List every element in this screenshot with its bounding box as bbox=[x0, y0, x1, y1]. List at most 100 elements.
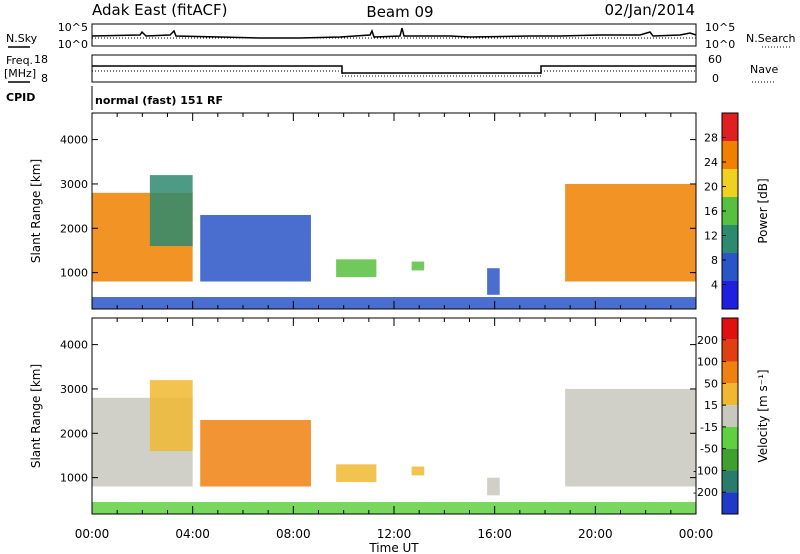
colorbar-tick-power-5: 24 bbox=[704, 156, 718, 169]
power-yticks: 1000 2000 3000 4000 bbox=[60, 134, 696, 280]
freq-line bbox=[92, 65, 696, 74]
colorbar-tick-velocity-6: -100 bbox=[693, 464, 718, 477]
radar-title: Adak East (fitACF) bbox=[92, 1, 227, 19]
data-region-velocity-1 bbox=[149, 380, 193, 452]
colorbar-seg-velocity-2 bbox=[722, 361, 738, 384]
x-tick-label-5: 20:00 bbox=[578, 527, 613, 541]
velocity-xticks bbox=[91, 318, 697, 514]
data-region-power-2 bbox=[200, 214, 311, 282]
x-axis-label: Time UT bbox=[368, 541, 419, 554]
noise-left-tick-top: 10^5 bbox=[58, 21, 88, 34]
data-region-velocity-2 bbox=[200, 419, 311, 487]
colorbar-tick-power-6: 28 bbox=[704, 132, 718, 145]
power-xticks bbox=[91, 113, 697, 309]
colorbar-seg-velocity-5 bbox=[722, 426, 738, 449]
date-title: 02/Jan/2014 bbox=[605, 1, 696, 19]
colorbar-tick-velocity-4: -15 bbox=[700, 421, 718, 434]
y-tick-label-power-1: 2000 bbox=[60, 222, 88, 235]
noise-left-tick-bottom: 10^0 bbox=[58, 38, 88, 51]
freq-right-label: Nave bbox=[750, 63, 778, 76]
colorbar-seg-velocity-4 bbox=[722, 405, 738, 427]
y-tick-label-power-2: 3000 bbox=[60, 178, 88, 191]
noise-right-tick-bottom: 10^0 bbox=[705, 38, 735, 51]
noise-right-tick-top: 10^5 bbox=[705, 21, 735, 34]
colorbar-seg-velocity-0 bbox=[722, 318, 738, 340]
noise-left-label: N.Sky bbox=[6, 32, 38, 45]
x-tick-label-6: 00:00 bbox=[679, 527, 714, 541]
colorbar-seg-velocity-1 bbox=[722, 339, 738, 362]
power-data bbox=[92, 175, 696, 309]
data-region-power-1 bbox=[149, 175, 193, 247]
colorbar-seg-power-5 bbox=[722, 253, 738, 281]
freq-left-label-1: Freq. bbox=[6, 54, 33, 67]
x-tick-label-1: 04:00 bbox=[175, 527, 210, 541]
x-tick-labels: 00:00 04:00 08:00 12:00 16:00 20:00 00:00 bbox=[75, 527, 714, 541]
colorbar-frame-velocity bbox=[721, 317, 739, 515]
x-tick-label-3: 12:00 bbox=[377, 527, 412, 541]
colorbar-tick-velocity-0: 200 bbox=[697, 334, 718, 347]
velocity-ylabel: Slant Range [km] bbox=[29, 364, 43, 468]
colorbar-tick-power-3: 16 bbox=[704, 205, 718, 218]
colorbar-tick-velocity-3: 15 bbox=[704, 399, 718, 412]
freq-panel: Freq. [MHz] 18 8 60 0 Nave bbox=[4, 53, 778, 85]
beam-title: Beam 09 bbox=[366, 3, 433, 21]
colorbar-tick-power-2: 12 bbox=[704, 230, 718, 243]
y-tick-label-velocity-0: 1000 bbox=[60, 472, 88, 485]
data-region-velocity-3 bbox=[336, 464, 377, 483]
y-tick-label-velocity-3: 4000 bbox=[60, 339, 88, 352]
data-region-power-4 bbox=[411, 261, 425, 271]
cpid-panel: CPID normal (fast) 151 RF bbox=[6, 86, 223, 110]
power-colorbar: 4 8 12 16 20 24 28 bbox=[704, 112, 739, 310]
y-tick-label-power-3: 4000 bbox=[60, 134, 88, 147]
noise-right-label: N.Search bbox=[746, 32, 796, 45]
colorbar-seg-velocity-3 bbox=[722, 383, 738, 406]
data-region-power-6 bbox=[565, 183, 696, 282]
y-tick-label-velocity-1: 2000 bbox=[60, 427, 88, 440]
nave-line bbox=[92, 70, 696, 77]
colorbar-tick-velocity-5: -50 bbox=[700, 443, 718, 456]
power-ylabel: Slant Range [km] bbox=[29, 159, 43, 263]
cpid-text: normal (fast) 151 RF bbox=[95, 94, 223, 107]
freq-left-tick-bottom: 8 bbox=[41, 72, 48, 85]
colorbar-seg-power-3 bbox=[722, 197, 738, 225]
data-region-power-3 bbox=[336, 259, 377, 278]
freq-left-tick-top: 18 bbox=[34, 53, 48, 66]
colorbar-tick-velocity-2: 50 bbox=[704, 377, 718, 390]
colorbar-seg-velocity-6 bbox=[722, 448, 738, 471]
velocity-colorbar: 200 100 50 15 -15 -50 -100 -200 bbox=[693, 317, 739, 515]
colorbar-seg-power-4 bbox=[722, 225, 738, 253]
x-tick-label-4: 16:00 bbox=[477, 527, 512, 541]
colorbar-seg-power-0 bbox=[722, 113, 738, 141]
data-region-power-5 bbox=[487, 268, 500, 295]
colorbar-tick-velocity-1: 100 bbox=[697, 356, 718, 369]
colorbar-tick-velocity-7: -200 bbox=[693, 486, 718, 499]
data-region-velocity-5 bbox=[487, 477, 500, 496]
colorbar-tick-power-1: 8 bbox=[711, 254, 718, 267]
y-tick-label-velocity-2: 3000 bbox=[60, 383, 88, 396]
colorbar-tick-power-0: 4 bbox=[711, 279, 718, 292]
colorbar-seg-power-6 bbox=[722, 281, 738, 309]
freq-right-tick-bottom: 0 bbox=[712, 72, 719, 85]
data-region-velocity-4 bbox=[411, 466, 425, 476]
freq-frame bbox=[91, 54, 697, 83]
velocity-yticks: 1000 2000 3000 4000 bbox=[60, 339, 696, 485]
data-region-velocity-6 bbox=[565, 388, 696, 487]
power-panel: 1000 2000 3000 4000 Slant Range [km] 4 8 12 16… bbox=[29, 112, 770, 310]
colorbar-seg-power-2 bbox=[722, 169, 738, 197]
colorbar-seg-velocity-7 bbox=[722, 470, 738, 493]
cpid-label: CPID bbox=[6, 91, 35, 104]
x-tick-label-0: 00:00 bbox=[75, 527, 110, 541]
x-tick-label-2: 08:00 bbox=[276, 527, 311, 541]
velocity-data bbox=[92, 380, 696, 514]
y-tick-label-power-0: 1000 bbox=[60, 267, 88, 280]
colorbar-seg-velocity-8 bbox=[722, 492, 738, 514]
freq-left-label-2: [MHz] bbox=[4, 67, 36, 80]
power-colorbar-label: Power [dB] bbox=[756, 178, 770, 243]
freq-right-tick-top: 60 bbox=[708, 53, 722, 66]
velocity-colorbar-label: Velocity [m s⁻¹] bbox=[756, 369, 770, 462]
colorbar-tick-power-4: 20 bbox=[704, 181, 718, 194]
noise-sky-line bbox=[91, 27, 697, 39]
